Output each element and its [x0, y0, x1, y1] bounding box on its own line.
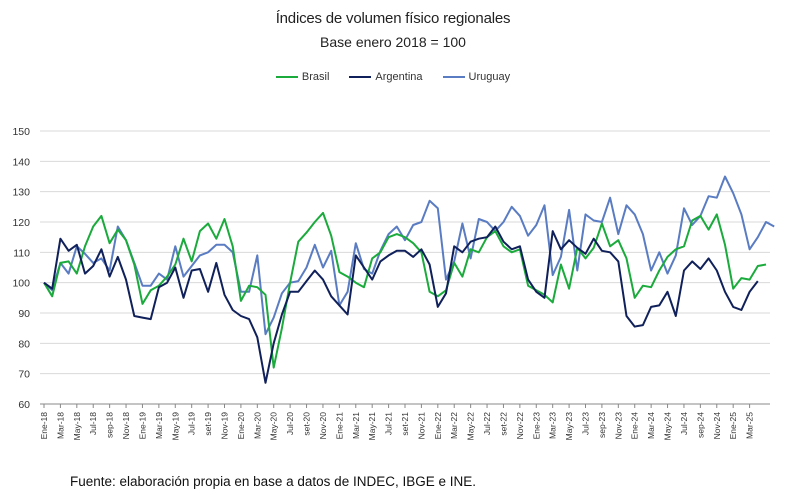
chart-subtitle: Base enero 2018 = 100 — [320, 34, 466, 50]
legend-label-argentina: Argentina — [375, 71, 423, 83]
legend-swatch-brasil — [275, 76, 298, 78]
x-tick-label: sep-24 — [695, 412, 705, 438]
x-tick-label: Jul-20 — [285, 412, 295, 435]
x-tick-label: Nov-24 — [712, 412, 722, 440]
x-tick-label: Mar-21 — [351, 412, 361, 439]
y-tick-label: 120 — [12, 217, 30, 229]
legend-swatch-uruguay — [442, 76, 465, 78]
y-tick-label: 130 — [12, 187, 30, 199]
legend-swatch-argentina — [349, 76, 372, 78]
x-tick-label: Ene-19 — [137, 412, 147, 440]
legend-item-uruguay: Uruguay — [442, 71, 511, 83]
x-tick-label: May-21 — [367, 412, 377, 441]
x-tick-label: set-19 — [203, 412, 213, 436]
legend-item-argentina: Argentina — [349, 71, 423, 83]
y-tick-label: 80 — [18, 338, 30, 350]
x-tick-label: Nov-19 — [220, 412, 230, 440]
x-tick-label: set-20 — [302, 412, 312, 436]
x-tick-label: sep-23 — [597, 412, 607, 438]
x-tick-label: Nov-18 — [121, 412, 131, 440]
x-tick-label: Jul-22 — [482, 412, 492, 435]
x-tick-label: Ene-22 — [433, 412, 443, 440]
x-tick-label: Nov-22 — [515, 412, 525, 440]
y-tick-label: 70 — [18, 369, 30, 381]
x-tick-label: May-18 — [72, 412, 82, 441]
x-tick-label: Nov-23 — [613, 412, 623, 440]
y-tick-label: 90 — [18, 308, 30, 320]
x-tick-label: sep-18 — [105, 412, 115, 438]
x-tick-label: May-19 — [170, 412, 180, 441]
y-tick-label: 100 — [12, 278, 30, 290]
x-tick-label: Mar-22 — [449, 412, 459, 439]
legend: Brasil Argentina Uruguay — [0, 71, 786, 83]
series-line-argentina — [43, 225, 759, 384]
x-tick-label: Jul-18 — [88, 412, 98, 435]
x-tick-label: Ene-18 — [39, 412, 49, 440]
x-tick-label: Ene-21 — [334, 412, 344, 440]
x-tick-label: Nov-21 — [416, 412, 426, 440]
x-tick-label: Mar-18 — [55, 412, 65, 439]
legend-label-uruguay: Uruguay — [468, 71, 511, 83]
y-tick-label: 60 — [18, 399, 30, 411]
x-tick-label: Ene-25 — [728, 412, 738, 440]
x-tick-label: Mar-25 — [745, 412, 755, 439]
x-tick-label: Jul-23 — [581, 412, 591, 435]
x-tick-label: Ene-20 — [236, 412, 246, 440]
x-tick-label: Mar-19 — [154, 412, 164, 439]
y-tick-label: 150 — [12, 126, 30, 138]
x-tick-label: May-23 — [564, 412, 574, 441]
y-tick-label: 140 — [12, 156, 30, 168]
legend-label-brasil: Brasil — [301, 71, 330, 83]
x-tick-label: Nov-20 — [318, 412, 328, 440]
x-tick-label: Jul-21 — [384, 412, 394, 435]
series-line-brasil — [43, 211, 767, 369]
x-tick-label: May-20 — [269, 412, 279, 441]
x-tick-label: set-22 — [498, 412, 508, 436]
x-tick-label: Ene-24 — [630, 412, 640, 440]
x-tick-label: set-21 — [400, 412, 410, 436]
x-tick-label: Mar-23 — [548, 412, 558, 439]
x-tick-label: Jul-19 — [187, 412, 197, 435]
y-tick-label: 110 — [13, 247, 30, 259]
chart-title: Índices de volumen físico regionales — [275, 10, 511, 27]
source-note: Fuente: elaboración propia en base a dat… — [70, 474, 476, 489]
x-tick-label: Mar-24 — [646, 412, 656, 439]
legend-item-brasil: Brasil — [275, 71, 330, 83]
x-tick-label: Ene-23 — [531, 412, 541, 440]
x-tick-label: May-22 — [466, 412, 476, 441]
x-tick-label: Mar-20 — [252, 412, 262, 439]
x-tick-label: Jul-24 — [679, 412, 689, 435]
x-tick-label: May-24 — [663, 412, 673, 441]
